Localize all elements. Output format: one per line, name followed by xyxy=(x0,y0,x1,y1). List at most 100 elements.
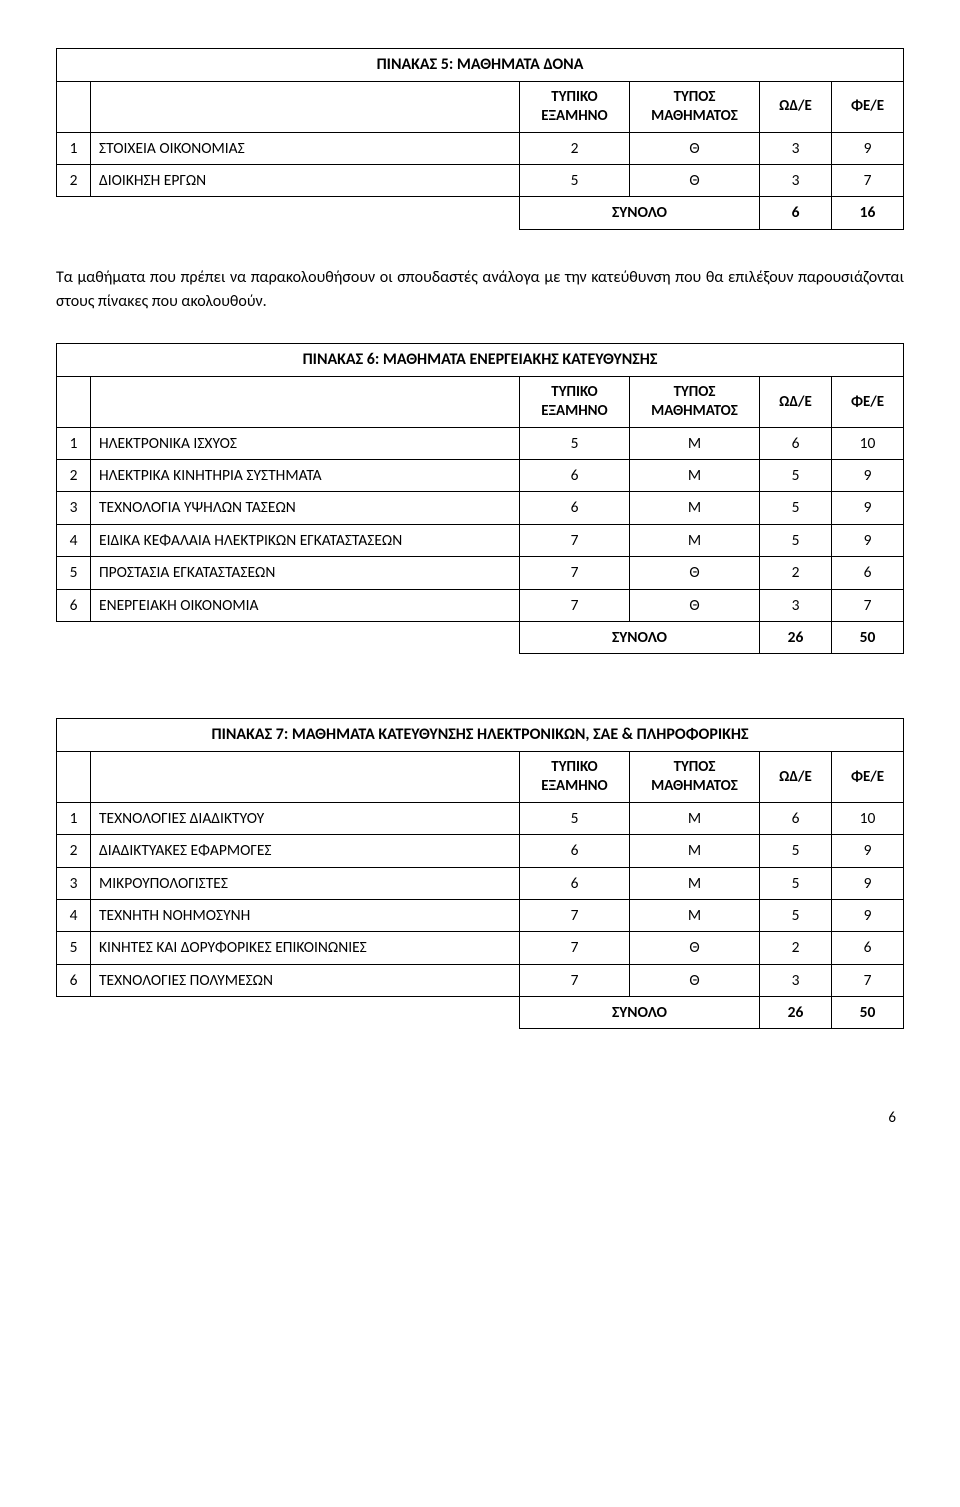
cell: 3 xyxy=(760,964,832,996)
cell: 5 xyxy=(760,524,832,556)
header-load: ΦΕ/Ε xyxy=(832,82,904,133)
total-value: 6 xyxy=(760,197,832,229)
cell: Μ xyxy=(630,524,760,556)
cell: 5 xyxy=(520,164,630,196)
total-label: ΣΥΝΟΛΟ xyxy=(520,997,760,1029)
table-7: ΠΙΝΑΚΑΣ 7: ΜΑΘΗΜΑΤΑ ΚΑΤΕΥΘΥΝΣΗΣ ΗΛΕΚΤΡΟΝ… xyxy=(56,718,904,1029)
cell: Μ xyxy=(630,460,760,492)
cell: 10 xyxy=(832,802,904,834)
table-total-row: ΣΥΝΟΛΟ 26 50 xyxy=(57,997,904,1029)
cell: 5 xyxy=(760,460,832,492)
header-semester: ΤΥΠΙΚΟ ΕΞΑΜΗΝΟ xyxy=(520,752,630,803)
course-name: ΤΕΧΝΗΤΗ ΝΟΗΜΟΣΥΝΗ xyxy=(91,899,520,931)
total-value: 50 xyxy=(832,621,904,653)
cell: 5 xyxy=(760,835,832,867)
cell: 7 xyxy=(832,589,904,621)
header-semester: ΤΥΠΙΚΟ ΕΞΑΜΗΝΟ xyxy=(520,377,630,428)
course-name: ΗΛΕΚΤΡΙΚΑ ΚΙΝΗΤΗΡΙΑ ΣΥΣΤΗΜΑΤΑ xyxy=(91,460,520,492)
cell: 3 xyxy=(760,164,832,196)
cell: 9 xyxy=(832,492,904,524)
cell: Μ xyxy=(630,867,760,899)
header-blank xyxy=(57,377,91,428)
row-number: 4 xyxy=(57,899,91,931)
cell: 7 xyxy=(520,899,630,931)
page-number: 6 xyxy=(56,1109,904,1127)
course-name: ΔΙΟΙΚΗΣΗ ΕΡΓΩΝ xyxy=(91,164,520,196)
cell: 6 xyxy=(760,802,832,834)
cell: 5 xyxy=(520,427,630,459)
header-load: ΦΕ/Ε xyxy=(832,377,904,428)
header-load: ΦΕ/Ε xyxy=(832,752,904,803)
table-row: 1 ΣΤΟΙΧΕΙΑ ΟΙΚΟΝΟΜΙΑΣ 2 Θ 3 9 xyxy=(57,132,904,164)
cell: 7 xyxy=(832,964,904,996)
total-value: 50 xyxy=(832,997,904,1029)
course-name: ΕΝΕΡΓΕΙΑΚΗ ΟΙΚΟΝΟΜΙΑ xyxy=(91,589,520,621)
total-value: 26 xyxy=(760,997,832,1029)
table-title-row: ΠΙΝΑΚΑΣ 6: ΜΑΘΗΜΑΤΑ ΕΝΕΡΓΕΙΑΚΗΣ ΚΑΤΕΥΘΥΝ… xyxy=(57,344,904,377)
table-header-row: ΤΥΠΙΚΟ ΕΞΑΜΗΝΟ ΤΥΠΟΣ ΜΑΘΗΜΑΤΟΣ ΩΔ/Ε ΦΕ/Ε xyxy=(57,377,904,428)
course-name: ΚΙΝΗΤΕΣ ΚΑΙ ΔΟΡΥΦΟΡΙΚΕΣ ΕΠΙΚΟΙΝΩΝΙΕΣ xyxy=(91,932,520,964)
header-semester: ΤΥΠΙΚΟ ΕΞΑΜΗΝΟ xyxy=(520,82,630,133)
body-paragraph: Τα μαθήματα που πρέπει να παρακολουθήσου… xyxy=(56,266,904,316)
table-row: 1 ΤΕΧΝΟΛΟΓΙΕΣ ΔΙΑΔΙΚΤΥΟΥ 5 Μ 6 10 xyxy=(57,802,904,834)
row-number: 1 xyxy=(57,427,91,459)
table-row: 6 ΕΝΕΡΓΕΙΑΚΗ ΟΙΚΟΝΟΜΙΑ 7 Θ 3 7 xyxy=(57,589,904,621)
course-name: ΤΕΧΝΟΛΟΓΙΕΣ ΠΟΛΥΜΕΣΩΝ xyxy=(91,964,520,996)
header-blank xyxy=(91,752,520,803)
total-blank xyxy=(57,997,520,1029)
cell: Θ xyxy=(630,164,760,196)
table-title-row: ΠΙΝΑΚΑΣ 7: ΜΑΘΗΜΑΤΑ ΚΑΤΕΥΘΥΝΣΗΣ ΗΛΕΚΤΡΟΝ… xyxy=(57,719,904,752)
table-row: 2 ΔΙΑΔΙΚΤΥΑΚΕΣ ΕΦΑΡΜΟΓΕΣ 6 Μ 5 9 xyxy=(57,835,904,867)
cell: 2 xyxy=(760,557,832,589)
cell: Μ xyxy=(630,427,760,459)
table-title: ΠΙΝΑΚΑΣ 6: ΜΑΘΗΜΑΤΑ ΕΝΕΡΓΕΙΑΚΗΣ ΚΑΤΕΥΘΥΝ… xyxy=(57,344,904,377)
cell: 10 xyxy=(832,427,904,459)
cell: Θ xyxy=(630,589,760,621)
row-number: 2 xyxy=(57,835,91,867)
header-course-type: ΤΥΠΟΣ ΜΑΘΗΜΑΤΟΣ xyxy=(630,377,760,428)
row-number: 1 xyxy=(57,132,91,164)
course-name: ΔΙΑΔΙΚΤΥΑΚΕΣ ΕΦΑΡΜΟΓΕΣ xyxy=(91,835,520,867)
cell: 7 xyxy=(520,932,630,964)
row-number: 5 xyxy=(57,932,91,964)
header-hours: ΩΔ/Ε xyxy=(760,377,832,428)
cell: Μ xyxy=(630,835,760,867)
cell: 6 xyxy=(832,932,904,964)
header-blank xyxy=(91,82,520,133)
cell: 6 xyxy=(520,867,630,899)
table-header-row: ΤΥΠΙΚΟ ΕΞΑΜΗΝΟ ΤΥΠΟΣ ΜΑΘΗΜΑΤΟΣ ΩΔ/Ε ΦΕ/Ε xyxy=(57,82,904,133)
cell: Μ xyxy=(630,899,760,931)
course-name: ΜΙΚΡΟΥΠΟΛΟΓΙΣΤΕΣ xyxy=(91,867,520,899)
row-number: 5 xyxy=(57,557,91,589)
cell: 7 xyxy=(520,964,630,996)
cell: Θ xyxy=(630,132,760,164)
cell: Θ xyxy=(630,964,760,996)
table-title-row: ΠΙΝΑΚΑΣ 5: ΜΑΘΗΜΑΤΑ ΔΟΝΑ xyxy=(57,49,904,82)
course-name: ΤΕΧΝΟΛΟΓΙΑ ΥΨΗΛΩΝ ΤΑΣΕΩΝ xyxy=(91,492,520,524)
table-6: ΠΙΝΑΚΑΣ 6: ΜΑΘΗΜΑΤΑ ΕΝΕΡΓΕΙΑΚΗΣ ΚΑΤΕΥΘΥΝ… xyxy=(56,343,904,654)
cell: 9 xyxy=(832,835,904,867)
header-blank xyxy=(91,377,520,428)
cell: 7 xyxy=(520,589,630,621)
header-blank xyxy=(57,82,91,133)
cell: 9 xyxy=(832,867,904,899)
row-number: 6 xyxy=(57,964,91,996)
table-5: ΠΙΝΑΚΑΣ 5: ΜΑΘΗΜΑΤΑ ΔΟΝΑ ΤΥΠΙΚΟ ΕΞΑΜΗΝΟ … xyxy=(56,48,904,230)
cell: 6 xyxy=(520,460,630,492)
row-number: 4 xyxy=(57,524,91,556)
table-row: 2 ΔΙΟΙΚΗΣΗ ΕΡΓΩΝ 5 Θ 3 7 xyxy=(57,164,904,196)
cell: 6 xyxy=(520,835,630,867)
table-row: 3 ΜΙΚΡΟΥΠΟΛΟΓΙΣΤΕΣ 6 Μ 5 9 xyxy=(57,867,904,899)
row-number: 6 xyxy=(57,589,91,621)
cell: 2 xyxy=(760,932,832,964)
header-hours: ΩΔ/Ε xyxy=(760,82,832,133)
course-name: ΠΡΟΣΤΑΣΙΑ ΕΓΚΑΤΑΣΤΑΣΕΩΝ xyxy=(91,557,520,589)
cell: 3 xyxy=(760,589,832,621)
table-row: 1 ΗΛΕΚΤΡΟΝΙΚΑ ΙΣΧΥΟΣ 5 Μ 6 10 xyxy=(57,427,904,459)
cell: 7 xyxy=(520,557,630,589)
total-value: 16 xyxy=(832,197,904,229)
cell: 6 xyxy=(760,427,832,459)
course-name: ΕΙΔΙΚΑ ΚΕΦΑΛΑΙΑ ΗΛΕΚΤΡΙΚΩΝ ΕΓΚΑΤΑΣΤΑΣΕΩΝ xyxy=(91,524,520,556)
header-blank xyxy=(57,752,91,803)
row-number: 3 xyxy=(57,492,91,524)
